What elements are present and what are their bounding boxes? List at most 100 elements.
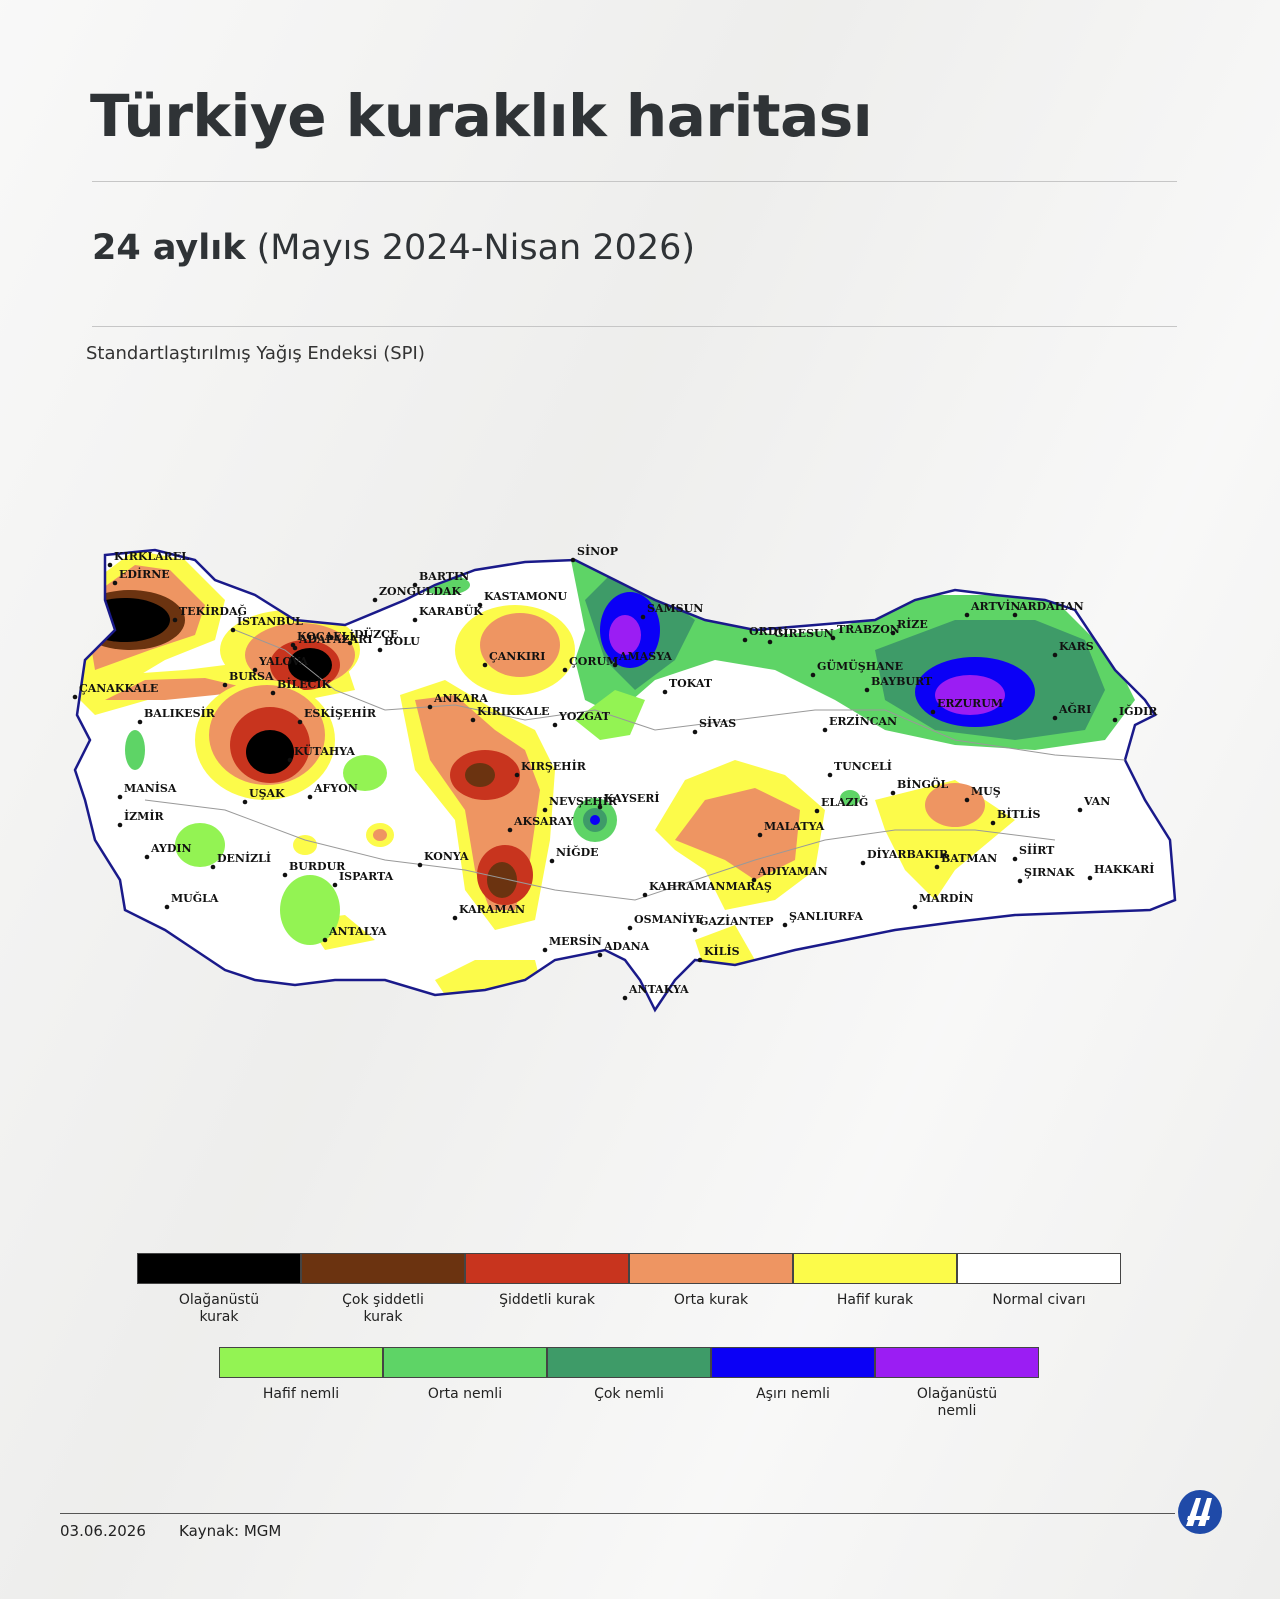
legend-item: Normal civarı: [957, 1253, 1121, 1326]
legend-item: Hafif nemli: [219, 1347, 383, 1420]
city-label: AMASYA: [618, 650, 672, 663]
city-dot: [751, 877, 757, 883]
legend-item: Çok nemli: [547, 1347, 711, 1420]
legend-label: Çok nemli: [594, 1386, 664, 1402]
city-label: ÇANKIRI: [489, 650, 545, 663]
city-label: SAMSUN: [647, 602, 703, 615]
legend-item: Orta nemli: [383, 1347, 547, 1420]
legend-swatch: [137, 1253, 301, 1284]
city-label: UŞAK: [249, 787, 285, 800]
city-label: MALATYA: [764, 820, 825, 833]
city-label: OSMANİYE: [634, 912, 704, 926]
city-dot: [1077, 807, 1083, 813]
city-dot: [964, 797, 970, 803]
legend-item: Olağanüstü nemli: [875, 1347, 1039, 1420]
city-label: MARDİN: [919, 891, 974, 905]
city-label: KOCAELİ: [297, 629, 354, 643]
city-dot: [347, 640, 353, 646]
city-label: İZMİR: [124, 809, 164, 823]
city-dot: [412, 582, 418, 588]
city-label: BİLECİK: [277, 677, 331, 691]
divider-bottom: [92, 326, 1177, 327]
city-dot: [912, 904, 918, 910]
city-dot: [627, 925, 633, 931]
city-dot: [622, 995, 628, 1001]
city-dot: [757, 832, 763, 838]
city-label: MANİSA: [124, 781, 177, 795]
footer-divider: [60, 1513, 1175, 1514]
zone-cok-siddetli: [465, 763, 495, 787]
city-dot: [107, 562, 113, 568]
legend-item: Şiddetli kurak: [465, 1253, 629, 1326]
legend-item: Çok şiddetli kurak: [301, 1253, 465, 1326]
city-dot: [417, 862, 423, 868]
city-label: AYDIN: [150, 842, 192, 855]
zone-cok-siddetli: [487, 862, 517, 898]
legend-swatch: [383, 1347, 547, 1378]
zone-hafif-nemli: [175, 823, 225, 867]
city-dot: [144, 854, 150, 860]
city-dot: [270, 690, 276, 696]
city-dot: [640, 614, 646, 620]
legend-swatch: [711, 1347, 875, 1378]
city-dot: [252, 667, 258, 673]
city-dot: [1012, 612, 1018, 618]
city-label: BATMAN: [941, 852, 997, 865]
legend-label: Normal civarı: [992, 1292, 1086, 1308]
aa-logo-icon: [1178, 1490, 1222, 1534]
city-dot: [742, 637, 748, 643]
city-label: İSTANBUL: [237, 614, 303, 628]
city-label: ELAZIĞ: [821, 795, 868, 809]
city-dot: [964, 612, 970, 618]
city-dot: [210, 864, 216, 870]
city-dot: [612, 662, 618, 668]
city-label: TUNCELİ: [834, 759, 892, 773]
legend-item: Aşırı nemli: [711, 1347, 875, 1420]
city-label: KONYA: [424, 850, 469, 863]
zone-hafif-nemli: [280, 875, 340, 945]
city-dot: [292, 645, 298, 651]
legend-swatch: [875, 1347, 1039, 1378]
city-label: TOKAT: [669, 677, 713, 690]
turkey-map: KIRKLAREL EDİRNE TEKİRDAĞ İSTANBUL KOCAELİ AD…: [55, 540, 1215, 1050]
city-label: HAKKARİ: [1094, 862, 1154, 876]
divider-top: [92, 181, 1177, 182]
city-label: ŞANLIURFA: [789, 910, 863, 923]
city-dot: [822, 727, 828, 733]
city-dot: [860, 860, 866, 866]
city-label: ADIYAMAN: [757, 865, 828, 878]
legend-swatch: [465, 1253, 629, 1284]
city-label: KAYSERİ: [604, 791, 660, 805]
city-label: KARAMAN: [459, 903, 525, 916]
city-label: ZONGULDAK: [379, 585, 461, 598]
zone-orta-kurak: [105, 678, 255, 700]
city-dot: [890, 630, 896, 636]
city-label: NEVŞEHİR: [549, 794, 618, 808]
page-title: Türkiye kuraklık haritası: [90, 82, 873, 150]
city-dot: [282, 872, 288, 878]
city-dot: [372, 597, 378, 603]
city-dot: [117, 794, 123, 800]
legend-item: Olağanüstü kurak: [137, 1253, 301, 1326]
city-label: BİTLİS: [997, 807, 1041, 821]
index-label: Standartlaştırılmış Yağış Endeksi (SPI): [86, 343, 425, 364]
city-dot: [287, 757, 293, 763]
city-dot: [570, 557, 576, 563]
city-dot: [767, 639, 773, 645]
city-label: ISPARTA: [339, 870, 394, 883]
city-dot: [507, 827, 513, 833]
city-label: SİNOP: [577, 544, 618, 558]
zone-hafif-kurak: [695, 925, 755, 970]
city-label: MERSİN: [549, 934, 602, 948]
legend-label: Orta nemli: [427, 1386, 503, 1402]
city-label: MUĞLA: [171, 891, 219, 905]
city-label: ANTALYA: [328, 925, 387, 938]
city-dot: [697, 957, 703, 963]
city-label: ADANA: [603, 940, 650, 953]
city-dot: [827, 772, 833, 778]
city-dot: [477, 602, 483, 608]
city-label: NİĞDE: [556, 845, 599, 859]
city-labels: KIRKLARELEDİRNETEKİRDAĞİSTANBULKOCAELİAD…: [72, 544, 1158, 1001]
city-dot: [692, 927, 698, 933]
city-label: EDİRNE: [119, 567, 170, 581]
